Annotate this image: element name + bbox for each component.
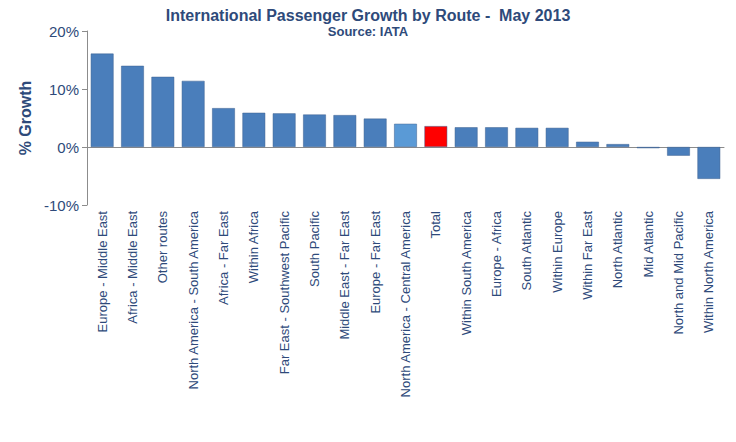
svg-text:Source: IATA: Source: IATA: [328, 24, 409, 39]
svg-text:Other routes: Other routes: [155, 211, 170, 284]
svg-text:South Atlantic: South Atlantic: [519, 211, 534, 291]
svg-text:North and Mid Pacific: North and Mid Pacific: [671, 211, 686, 335]
svg-text:Europe - Africa: Europe - Africa: [489, 210, 504, 297]
svg-text:% Growth: % Growth: [17, 81, 34, 156]
svg-text:Within Europe: Within Europe: [550, 211, 565, 293]
svg-text:Within North America: Within North America: [701, 210, 716, 333]
svg-text:Within South America: Within South America: [459, 210, 474, 335]
svg-text:Africa - Far East: Africa - Far East: [216, 211, 231, 305]
svg-text:North America - Central Americ: North America - Central America: [398, 210, 413, 397]
svg-text:International Passenger Growth: International Passenger Growth by Route …: [166, 7, 571, 24]
svg-text:10%: 10%: [49, 81, 79, 98]
svg-text:Europe - Far East: Europe - Far East: [368, 211, 383, 314]
svg-text:Total: Total: [428, 211, 443, 239]
svg-text:Within Africa: Within Africa: [246, 210, 261, 283]
svg-text:Mid Atlantic: Mid Atlantic: [641, 211, 656, 278]
svg-text:Middle East - Far East: Middle East - Far East: [337, 211, 352, 340]
svg-text:0%: 0%: [57, 139, 79, 156]
svg-text:Africa - Middle East: Africa - Middle East: [125, 211, 140, 324]
svg-text:Within Far East: Within Far East: [580, 211, 595, 300]
svg-text:North America - South America: North America - South America: [186, 210, 201, 389]
svg-text:North Atlantic: North Atlantic: [610, 211, 625, 289]
svg-text:-10%: -10%: [44, 197, 79, 214]
svg-text:Far East - Southwest Pacific: Far East - Southwest Pacific: [277, 211, 292, 375]
svg-text:20%: 20%: [49, 23, 79, 40]
svg-text:Europe - Middle East: Europe - Middle East: [95, 211, 110, 333]
svg-text:South Pacific: South Pacific: [307, 211, 322, 287]
